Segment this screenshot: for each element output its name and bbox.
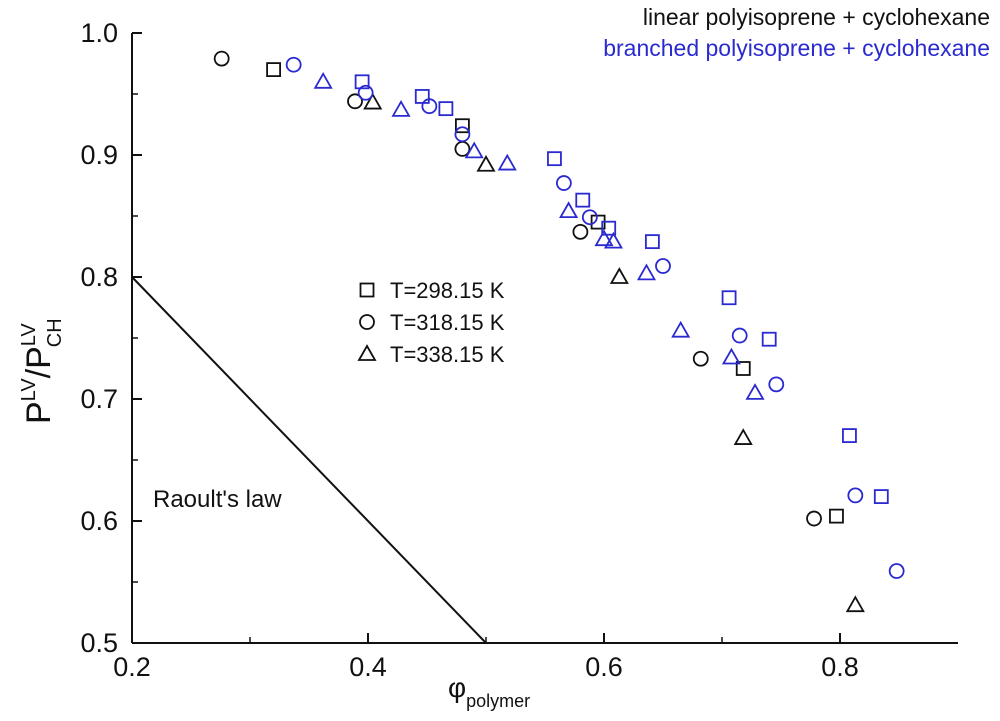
branched-triangle-point: [721, 347, 741, 365]
branched-circle-point: [768, 376, 785, 393]
legend-label: T=318.15 K: [390, 310, 505, 335]
raoult-law: Raoult's law: [131, 276, 487, 644]
x-tick-label: 0.6: [585, 652, 623, 682]
branched-triangle-point: [391, 100, 411, 117]
linear-triangle-point: [733, 428, 753, 445]
data-points: [213, 50, 905, 613]
y-tick-label: 0.8: [80, 262, 118, 292]
raoult-law-label: Raoult's law: [153, 486, 282, 513]
linear-triangle-point: [609, 267, 629, 284]
y-tick-label: 0.5: [80, 628, 118, 658]
branched-circle-point: [655, 258, 671, 274]
branched-triangle-point: [745, 383, 765, 400]
x-axis-title: φpolymer: [448, 672, 530, 711]
branched-square-point: [721, 290, 737, 306]
series-branched-square: [354, 74, 889, 505]
series-branched-triangle: [313, 71, 765, 400]
branched-circle-point: [888, 563, 905, 579]
branched-square-point: [354, 74, 370, 90]
branched-triangle-point: [603, 231, 623, 249]
legend: T=298.15 K T=318.15 K T=338.15 K: [357, 278, 505, 367]
branched-square-point: [873, 489, 889, 505]
branched-triangle-point: [559, 201, 579, 219]
linear-circle-point: [692, 350, 709, 367]
linear-circle-point: [806, 510, 822, 527]
legend-marker-triangle: [357, 344, 377, 361]
linear-triangle-point: [476, 154, 496, 172]
legend-label: T=338.15 K: [390, 342, 505, 367]
branched-circle-point: [285, 56, 302, 73]
axis-titles: φpolymer PLV/PLV CH: [18, 318, 530, 711]
branched-triangle-point: [464, 141, 484, 159]
y-tick-label: 0.9: [80, 140, 118, 170]
legend-label: T=298.15 K: [390, 278, 505, 303]
branched-triangle-point: [594, 229, 614, 247]
linear-circle-point: [347, 93, 363, 110]
axes: [131, 33, 958, 644]
tick-labels: 0.2 0.4 0.6 0.8 0.5 0.6 0.7 0.8 0.9 1.0: [80, 18, 858, 682]
y-tick-label: 0.7: [80, 384, 118, 414]
x-tick-label: 0.8: [821, 652, 859, 682]
linear-circle-point: [572, 223, 589, 240]
branched-circle-point: [454, 126, 471, 143]
branched-square-point: [761, 331, 777, 347]
branched-circle-point: [421, 98, 438, 115]
raoult-law-line: [131, 276, 487, 644]
legend-marker-circle: [359, 314, 375, 330]
title-line: branched polyisoprene + cyclohexane: [603, 35, 990, 61]
linear-square-point: [454, 118, 470, 134]
branched-triangle-point: [636, 263, 657, 281]
branched-circle-point: [555, 175, 572, 191]
series-branched-circle: [285, 56, 905, 579]
series-linear-circle: [213, 50, 822, 527]
branched-square-point: [601, 220, 617, 236]
branched-square-point: [644, 234, 660, 250]
y-axis-title: PLV/PLV CH: [18, 318, 66, 424]
branched-square-point: [842, 428, 857, 444]
branched-triangle-point: [313, 71, 333, 89]
linear-square-point: [735, 361, 751, 376]
x-tick-label: 0.4: [349, 652, 387, 682]
branched-square-point: [547, 151, 562, 167]
tick-marks: [131, 32, 841, 644]
branched-triangle-point: [671, 320, 691, 338]
branched-circle-point: [357, 84, 374, 101]
linear-circle-point: [213, 50, 230, 67]
series-linear-square: [266, 62, 844, 524]
linear-square-point: [266, 62, 282, 77]
branched-square-point: [414, 89, 430, 104]
branched-square-point: [575, 192, 591, 208]
x-tick-label: 0.2: [113, 652, 151, 682]
title-line: linear polyisoprene + cyclohexane: [643, 4, 990, 30]
linear-square-point: [829, 508, 844, 524]
linear-triangle-point: [845, 595, 865, 613]
chart-title: linear polyisoprene + cyclohexane branche…: [603, 4, 990, 61]
linear-triangle-point: [363, 92, 383, 110]
branched-triangle-point: [497, 153, 517, 171]
y-tick-label: 0.6: [80, 506, 118, 536]
series-linear-triangle: [363, 92, 865, 613]
branched-circle-point: [731, 327, 748, 344]
branched-circle-point: [581, 209, 598, 226]
branched-square-point: [438, 101, 454, 117]
y-tick-label: 1.0: [80, 18, 118, 48]
branched-circle-point: [847, 487, 864, 504]
legend-marker-square: [359, 282, 375, 298]
